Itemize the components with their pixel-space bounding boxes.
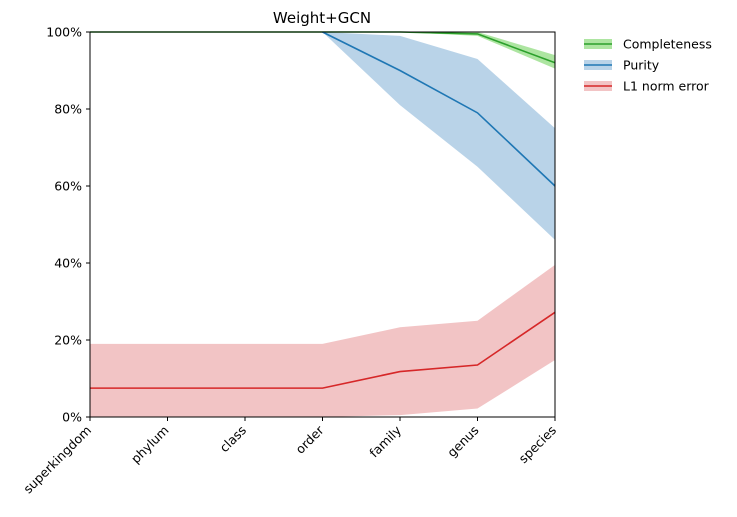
- y-tick-label: 60%: [54, 179, 82, 194]
- completeness-legend-label: Completeness: [623, 37, 712, 52]
- completeness-line: [90, 31, 556, 64]
- purity-legend-label: Purity: [623, 58, 660, 73]
- y-tick-label: 100%: [46, 25, 82, 40]
- x-tick-label-order: order: [292, 422, 327, 457]
- y-tick-label: 0%: [62, 410, 82, 425]
- x-tick-label-genus: genus: [444, 423, 481, 460]
- chart-title: Weight+GCN: [273, 9, 371, 27]
- l1-norm-error-legend-label: L1 norm error: [623, 79, 710, 94]
- y-tick-label: 20%: [54, 333, 82, 348]
- l1-norm-error-band: [90, 264, 555, 417]
- confidence-bands: [90, 32, 555, 417]
- purity-line: [322, 31, 556, 187]
- y-tick-label: 40%: [54, 256, 82, 271]
- y-tick-label: 80%: [54, 102, 82, 117]
- x-tick-label-species: species: [516, 423, 560, 467]
- purity-band: [322, 32, 555, 240]
- x-tick-label-phylum: phylum: [128, 423, 172, 467]
- x-tick-label-superkingdom: superkingdom: [20, 423, 94, 497]
- x-tick-label-class: class: [217, 423, 250, 456]
- x-tick-label-family: family: [366, 422, 404, 460]
- legend: Completeness Purity L1 norm error: [584, 37, 712, 94]
